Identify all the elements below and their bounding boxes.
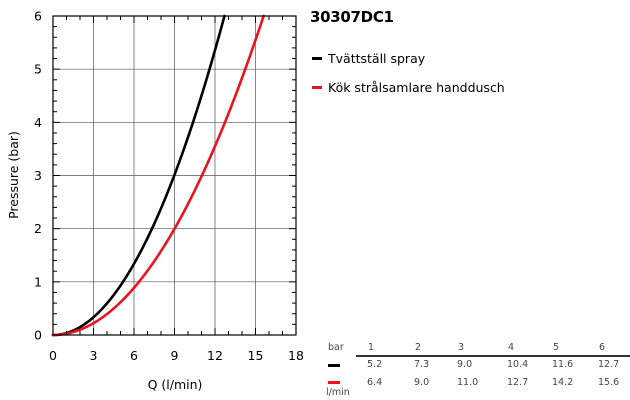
x-tick-label: 6 — [130, 348, 138, 363]
table-cell-flow: 6.4 — [367, 377, 383, 388]
y-axis-label: Pressure (bar) — [6, 131, 21, 219]
table-header-pressure: 2 — [415, 342, 422, 353]
y-tick-label: 5 — [34, 62, 42, 77]
chart-title: 30307DC1 — [310, 8, 394, 26]
series-1-point — [173, 174, 176, 177]
table-cell-flow: 11.0 — [457, 377, 479, 388]
series-2-point — [173, 227, 176, 230]
table-header-pressure: 3 — [458, 342, 465, 353]
x-tick-label: 15 — [248, 348, 264, 363]
series-1-point — [122, 280, 125, 283]
y-tick-label: 0 — [34, 328, 42, 343]
table-row-swatch — [328, 381, 340, 384]
table-row-swatch — [328, 364, 340, 367]
table-header-pressure: 4 — [508, 342, 515, 353]
series-2-point — [223, 121, 226, 124]
x-axis-label: Q (l/min) — [148, 377, 203, 392]
plot-frame — [52, 15, 297, 336]
y-tick-label: 6 — [34, 9, 42, 24]
table-cell-flow: 9.0 — [414, 377, 430, 388]
table-header-pressure: 1 — [368, 342, 375, 353]
series-2-point — [138, 280, 141, 283]
table-header-pressure: 6 — [599, 342, 606, 353]
legend-label: Tvättställ spray — [328, 51, 426, 66]
legend-swatch — [312, 57, 322, 60]
y-tick-label: 1 — [34, 274, 42, 289]
chart-grid — [53, 16, 296, 335]
table-cell-flow: 14.2 — [552, 377, 574, 388]
table-cell-flow: 7.3 — [414, 359, 430, 370]
x-tick-label: 0 — [49, 348, 57, 363]
x-tick-label: 9 — [171, 348, 179, 363]
series-1-point — [208, 68, 211, 71]
legend-label: Kök strålsamlare handdusch — [328, 80, 505, 95]
table-unit-bar: bar — [328, 342, 344, 353]
series-2-point — [243, 68, 246, 71]
table-cell-flow: 12.7 — [598, 359, 620, 370]
series-1-point — [150, 227, 153, 230]
legend-item-series-1: Tvättställ spray — [312, 51, 425, 66]
series-line-1 — [51, 14, 226, 337]
y-tick-label: 4 — [34, 115, 42, 130]
table-header-pressure: 5 — [553, 342, 560, 353]
table-cell-flow: 15.6 — [598, 377, 620, 388]
y-tick-label: 2 — [34, 221, 42, 236]
legend-swatch — [312, 86, 322, 89]
y-tick-label: 3 — [34, 168, 42, 183]
x-tick-label: 18 — [288, 348, 304, 363]
table-cell-flow: 11.6 — [552, 359, 574, 370]
flow-table: bar l/min 1 2 3 4 5 6 5.2 7.3 9.0 10.4 11.6 12.7 6.4… — [326, 342, 630, 400]
series-line-2 — [51, 14, 265, 337]
table-cell-flow: 5.2 — [367, 359, 383, 370]
x-tick-label: 3 — [90, 348, 98, 363]
x-tick-label: 12 — [207, 348, 223, 363]
table-divider — [356, 355, 630, 357]
table-cell-flow: 12.7 — [507, 377, 529, 388]
legend-item-series-2: Kök strålsamlare handdusch — [312, 80, 505, 95]
table-cell-flow: 9.0 — [457, 359, 473, 370]
table-unit-lpm: l/min — [326, 387, 350, 398]
series-1-point — [192, 121, 195, 124]
series-2-point — [200, 174, 203, 177]
table-cell-flow: 10.4 — [507, 359, 529, 370]
